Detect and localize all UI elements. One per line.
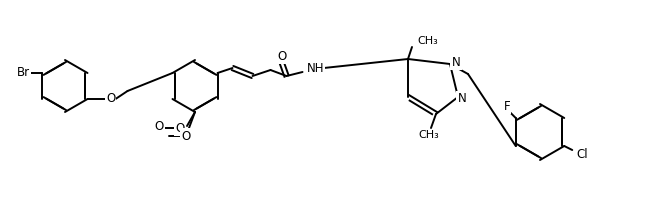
Text: O: O [182, 130, 191, 143]
Text: CH₃: CH₃ [418, 130, 440, 140]
Text: O: O [155, 120, 164, 133]
Text: O: O [277, 50, 286, 62]
Text: N: N [457, 92, 467, 105]
Text: CH₃: CH₃ [417, 36, 438, 46]
Text: N: N [451, 55, 461, 69]
Text: O: O [176, 122, 185, 134]
Text: O: O [106, 92, 115, 105]
Text: F: F [503, 100, 510, 112]
Text: Cl: Cl [576, 147, 588, 161]
Text: Br: Br [17, 67, 30, 80]
Text: NH: NH [307, 62, 324, 75]
